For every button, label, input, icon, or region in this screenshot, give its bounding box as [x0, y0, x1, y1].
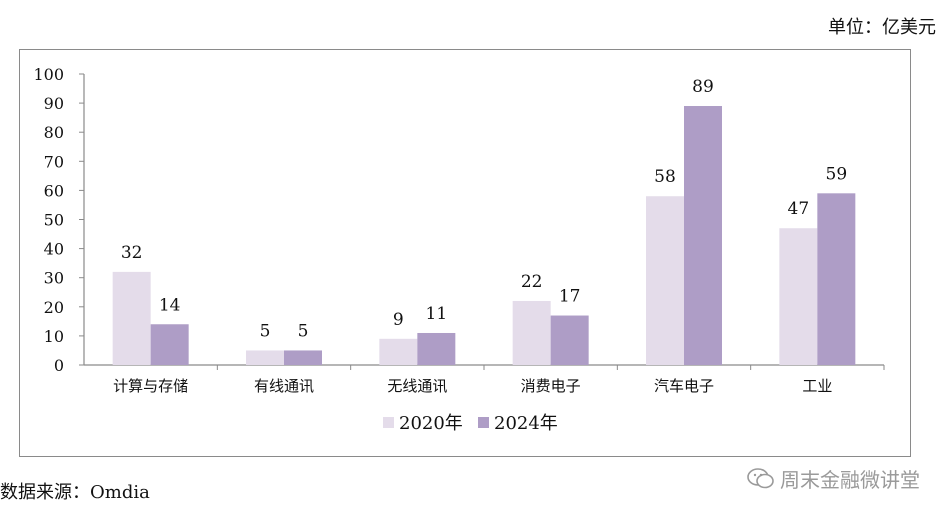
y-tick-label: 30	[44, 269, 64, 288]
data-label: 9	[393, 310, 404, 330]
chart-frame	[19, 49, 911, 457]
y-tick-label: 60	[44, 181, 64, 200]
bar-series-2	[284, 350, 322, 365]
y-tick-label: 50	[44, 211, 64, 230]
unit-label: 单位：亿美元	[828, 17, 936, 38]
bar-series-2	[550, 315, 589, 365]
category-label: 有线通讯	[254, 377, 314, 395]
data-label: 58	[654, 167, 676, 187]
y-tick-label: 100	[33, 65, 64, 84]
y-tick-label: 80	[44, 123, 64, 142]
watermark: 周末金融微讲堂	[746, 464, 920, 493]
legend-swatch	[478, 417, 489, 428]
data-label: 5	[298, 321, 309, 341]
data-label: 59	[826, 164, 848, 184]
y-tick-label: 70	[44, 152, 64, 171]
category-label: 计算与存储	[113, 377, 188, 395]
watermark-text: 周末金融微讲堂	[780, 468, 920, 492]
y-tick-label: 40	[44, 240, 64, 259]
bar-series-2	[684, 106, 722, 365]
source-label: 数据来源：Omdia	[0, 482, 150, 503]
data-label: 32	[121, 243, 143, 263]
y-tick-label: 90	[44, 94, 64, 113]
y-tick-label: 10	[44, 327, 64, 346]
bar-series-1	[246, 350, 284, 365]
y-tick-label: 0	[54, 356, 64, 375]
category-label: 消费电子	[521, 377, 581, 395]
data-label: 11	[426, 304, 448, 324]
bar-series-2	[417, 332, 456, 365]
legend-label: 2024年	[494, 413, 558, 434]
bar-series-2	[817, 193, 856, 365]
data-label: 17	[559, 287, 581, 307]
bar-series-1	[379, 338, 418, 365]
bar-series-1	[112, 271, 151, 365]
data-label: 22	[521, 272, 543, 292]
y-tick-label: 20	[44, 298, 64, 317]
category-label: 汽车电子	[654, 377, 714, 395]
data-label: 47	[788, 199, 810, 219]
category-label: 工业	[802, 377, 832, 395]
data-label: 14	[159, 295, 181, 315]
category-label: 无线通讯	[387, 377, 447, 395]
data-label: 89	[692, 77, 714, 97]
wechat-icon	[747, 467, 774, 488]
bar-series-1	[646, 196, 684, 365]
legend-label: 2020年	[399, 413, 463, 434]
bar-series-2	[150, 324, 189, 365]
bar-series-1	[779, 228, 818, 365]
bar-series-1	[512, 300, 551, 365]
legend-swatch	[383, 417, 394, 428]
data-label: 5	[260, 321, 271, 341]
